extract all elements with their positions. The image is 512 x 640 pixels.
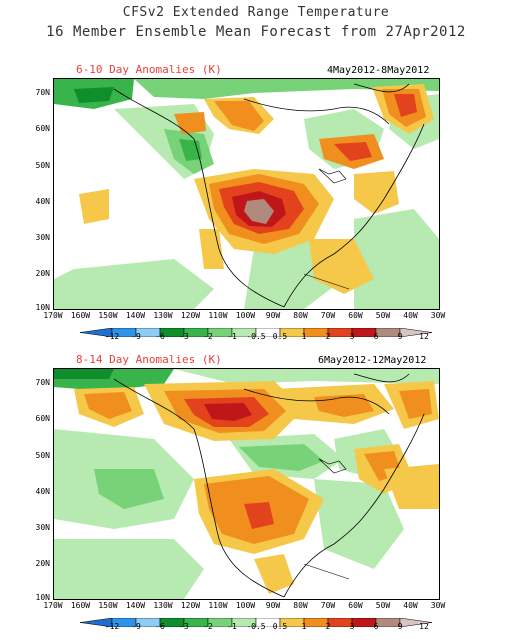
colorbar-label: -3 [179, 332, 189, 341]
lat-label: 30N [35, 233, 50, 242]
lat-label: 60N [35, 124, 50, 133]
colorbar-label: 0.5 [272, 622, 288, 631]
lon-label: 80W [293, 311, 308, 320]
colorbar-label: 9 [397, 622, 403, 631]
panel-1-title: 6-10 Day Anomalies (K) [76, 63, 222, 76]
lat-label: 50N [35, 161, 50, 170]
lat-label: 30N [35, 523, 50, 532]
colorbar-label: 6 [373, 622, 379, 631]
colorbar-label: -2 [203, 332, 213, 341]
title-line-1: CFSv2 Extended Range Temperature [122, 5, 390, 20]
lon-label: 90W [265, 601, 281, 610]
lat-label: 10N [35, 303, 50, 312]
lat-label: 50N [35, 451, 50, 460]
lon-label: 50W [375, 601, 391, 610]
lat-label: 40N [35, 197, 50, 206]
lat-label: 40N [35, 487, 50, 496]
colorbar-label: 3 [349, 622, 355, 631]
lon-label: 100W [235, 601, 256, 610]
lon-label: 40W [403, 601, 418, 610]
colorbar-label: 12 [419, 622, 429, 631]
lat-label: 20N [35, 269, 50, 278]
map-panel-2 [53, 368, 440, 600]
lon-label: 170W [43, 601, 63, 610]
colorbar-label: 2 [325, 332, 331, 341]
colorbar-label: 9 [397, 332, 403, 341]
lon-label: 120W [180, 311, 201, 320]
lon-label: 130W [153, 601, 173, 610]
lon-label: 30W [430, 601, 446, 610]
colorbar-label: 12 [419, 332, 429, 341]
colorbar-label: 1 [301, 622, 307, 631]
lon-label: 90W [265, 311, 281, 320]
colorbar-2 [79, 612, 433, 628]
colorbar-label: -3 [179, 622, 189, 631]
lon-label: 70W [320, 311, 336, 320]
panel-2-title: 8-14 Day Anomalies (K) [76, 353, 222, 366]
colorbar-label: 1 [301, 332, 307, 341]
colorbar-label: -6 [155, 332, 165, 341]
colorbar-label: 6 [373, 332, 379, 341]
lon-label: 40W [403, 311, 418, 320]
colorbar-label: -12 [104, 332, 120, 341]
lon-label: 170W [43, 311, 63, 320]
lon-label: 160W [70, 601, 91, 610]
colorbar-swatch [399, 327, 433, 338]
lat-label: 20N [35, 559, 50, 568]
colorbar-label: -9 [131, 332, 141, 341]
panel-1-dates: 4May2012-8May2012 [327, 65, 430, 76]
lon-label: 150W [98, 601, 118, 610]
lon-label: 140W [125, 311, 146, 320]
colorbar-swatch [399, 617, 433, 628]
lon-label: 110W [208, 311, 228, 320]
map-2-field [54, 369, 439, 599]
lon-label: 50W [375, 311, 391, 320]
colorbar-label: -0.5 [246, 332, 266, 341]
colorbar-label: 0.5 [272, 332, 288, 341]
colorbar-1 [79, 322, 433, 338]
colorbar-label: 3 [349, 332, 355, 341]
colorbar-label: -2 [203, 622, 213, 631]
colorbar-label: -9 [131, 622, 141, 631]
lon-label: 140W [125, 601, 146, 610]
map-1-field [54, 79, 439, 309]
title-line-2: 16 Member Ensemble Mean Forecast from 27… [46, 24, 466, 40]
map-panel-1 [53, 78, 440, 310]
colorbar-label: -1 [227, 332, 237, 341]
lon-label: 150W [98, 311, 118, 320]
colorbar-label: -0.5 [246, 622, 266, 631]
lon-label: 110W [208, 601, 228, 610]
lon-label: 30W [430, 311, 446, 320]
lon-label: 130W [153, 311, 173, 320]
colorbar-label: -1 [227, 622, 237, 631]
lat-label: 70N [35, 88, 50, 97]
lon-label: 70W [320, 601, 336, 610]
lat-label: 70N [35, 378, 50, 387]
lat-label: 60N [35, 414, 50, 423]
colorbar-label: -12 [104, 622, 120, 631]
panel-2-dates: 6May2012-12May2012 [318, 355, 427, 366]
lon-label: 100W [235, 311, 256, 320]
lon-label: 80W [293, 601, 308, 610]
lon-label: 160W [70, 311, 91, 320]
lon-label: 120W [180, 601, 201, 610]
colorbar-label: -6 [155, 622, 165, 631]
lon-label: 60W [348, 311, 363, 320]
lat-label: 10N [35, 593, 50, 602]
lon-label: 60W [348, 601, 363, 610]
colorbar-label: 2 [325, 622, 331, 631]
